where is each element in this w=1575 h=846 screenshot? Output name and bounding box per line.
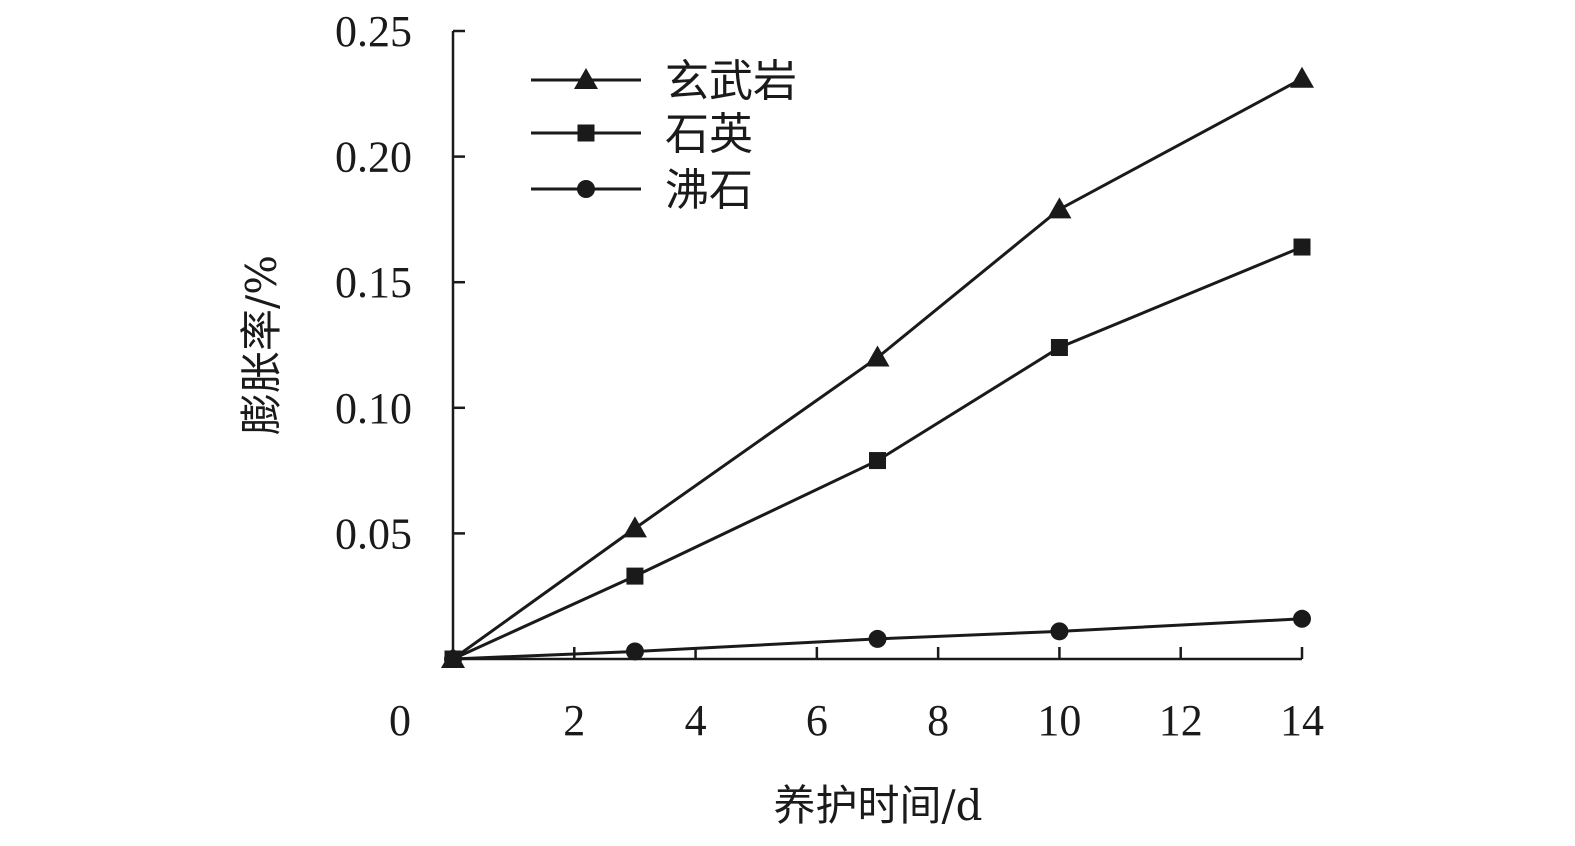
data-point-square xyxy=(1050,339,1068,357)
y-tick-label: 0.25 xyxy=(335,7,412,56)
y-axis-ticks: 0.05 0.10 0.15 0.20 0.25 xyxy=(335,7,465,558)
data-point-triangle xyxy=(1047,197,1072,219)
y-tick-label: 0.20 xyxy=(335,133,412,182)
data-point-triangle xyxy=(622,516,647,538)
data-point-circle xyxy=(625,642,644,661)
legend-marker-triangle xyxy=(574,68,598,89)
x-axis-label: 养护时间/d xyxy=(773,781,982,830)
legend-marker-square xyxy=(577,124,595,142)
x-tick-label: 12 xyxy=(1159,696,1203,745)
x-tick-label: 8 xyxy=(927,696,949,745)
y-tick-label: 0.10 xyxy=(335,384,412,433)
x-tick-label: 2 xyxy=(563,696,585,745)
data-point-circle xyxy=(1050,622,1069,641)
legend-item: 玄武岩 xyxy=(531,56,797,107)
axes xyxy=(451,31,1302,661)
x-tick-label: 10 xyxy=(1037,696,1081,745)
data-point-triangle xyxy=(865,345,890,367)
data-point-circle xyxy=(444,650,462,668)
series-line xyxy=(452,77,1303,661)
legend-label: 石英 xyxy=(665,109,753,160)
series-0 xyxy=(441,66,1314,668)
x-tick-label: 14 xyxy=(1280,696,1324,745)
y-tick-label: 0.05 xyxy=(335,509,412,558)
data-point-square xyxy=(626,567,644,585)
data-point-circle xyxy=(868,629,887,648)
x-tick-label: 4 xyxy=(685,696,707,745)
series-layer xyxy=(441,66,1314,668)
data-point-square xyxy=(869,452,886,470)
y-tick-label: 0.15 xyxy=(335,258,412,307)
y-axis-label: 膨胀率/% xyxy=(237,255,286,435)
legend-item: 沸石 xyxy=(531,165,753,216)
x-tick-label: 0 xyxy=(389,696,411,745)
legend-label: 玄武岩 xyxy=(665,56,797,107)
series-2 xyxy=(444,609,1311,668)
series-1 xyxy=(444,238,1311,668)
x-tick-label: 6 xyxy=(806,696,828,745)
x-axis-ticks: 0 2 4 6 8 10 12 14 xyxy=(389,647,1324,745)
legend-item: 石英 xyxy=(531,109,753,160)
legend-label: 沸石 xyxy=(665,165,753,216)
data-point-square xyxy=(1293,238,1311,256)
legend-marker-circle xyxy=(577,180,595,198)
data-point-triangle xyxy=(1290,66,1314,88)
data-point-circle xyxy=(1293,609,1311,628)
